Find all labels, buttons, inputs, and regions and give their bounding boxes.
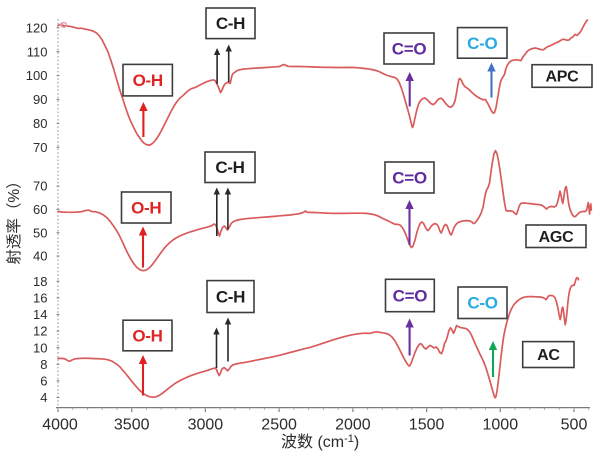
svg-text:O-H: O-H (132, 326, 162, 345)
svg-text:C=O: C=O (393, 286, 428, 305)
svg-text:80: 80 (33, 116, 47, 131)
svg-text:O-H: O-H (131, 198, 161, 217)
svg-text:70: 70 (33, 179, 47, 194)
svg-text:波数 (cm-1): 波数 (cm-1) (281, 433, 359, 451)
svg-text:C=O: C=O (392, 40, 427, 59)
svg-text:C-H: C-H (216, 288, 245, 307)
svg-text:12: 12 (33, 324, 47, 339)
svg-text:C-O: C-O (467, 34, 497, 53)
svg-text:500: 500 (561, 417, 588, 434)
svg-text:AC: AC (537, 347, 560, 364)
svg-text:1500: 1500 (409, 417, 445, 434)
svg-text:4000: 4000 (42, 417, 78, 434)
svg-text:70: 70 (33, 140, 47, 155)
svg-text:6: 6 (40, 374, 47, 389)
svg-text:120: 120 (26, 20, 48, 35)
svg-text:射透率（%）: 射透率（%） (5, 173, 23, 264)
svg-text:18: 18 (33, 274, 47, 289)
svg-text:16: 16 (33, 291, 47, 306)
svg-text:60: 60 (33, 202, 47, 217)
svg-text:3000: 3000 (188, 417, 224, 434)
svg-text:2000: 2000 (335, 417, 371, 434)
svg-text:AGC: AGC (539, 229, 574, 246)
svg-text:C=O: C=O (392, 168, 427, 187)
svg-text:110: 110 (27, 44, 48, 59)
svg-text:O-H: O-H (133, 71, 163, 90)
svg-text:14: 14 (33, 307, 47, 322)
svg-text:C-H: C-H (215, 158, 244, 177)
svg-text:100: 100 (26, 68, 48, 83)
svg-text:90: 90 (33, 92, 47, 107)
svg-text:APC: APC (546, 69, 580, 86)
svg-text:C-H: C-H (216, 14, 245, 33)
svg-text:50: 50 (33, 225, 47, 240)
svg-text:C-O: C-O (467, 294, 497, 313)
svg-text:1000: 1000 (483, 417, 519, 434)
svg-text:3500: 3500 (114, 417, 150, 434)
svg-text:8: 8 (40, 357, 47, 372)
svg-text:4: 4 (40, 390, 47, 405)
svg-text:40: 40 (33, 249, 47, 264)
svg-text:10: 10 (33, 340, 47, 355)
svg-text:2500: 2500 (261, 417, 297, 434)
